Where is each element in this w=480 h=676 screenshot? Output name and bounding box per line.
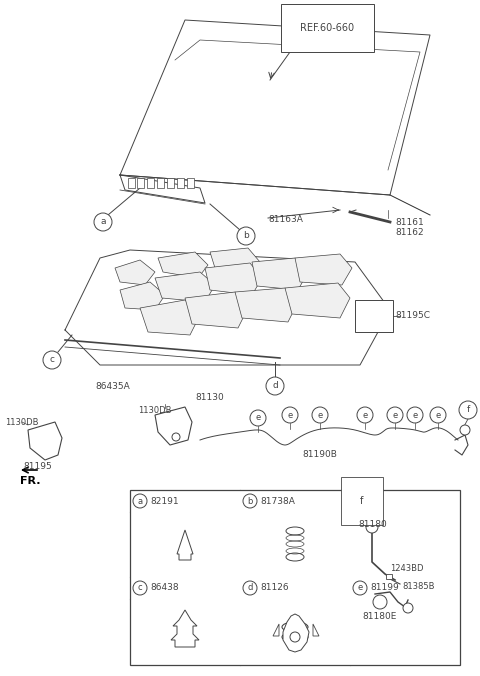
Text: c: c [138, 583, 142, 592]
Text: a: a [100, 218, 106, 226]
Bar [187, 178, 194, 188]
Text: 1130DB: 1130DB [5, 418, 38, 427]
Circle shape [366, 521, 378, 533]
Bar [355, 300, 393, 332]
Text: c: c [49, 356, 55, 364]
Circle shape [357, 407, 373, 423]
Text: e: e [392, 410, 397, 420]
Text: b: b [243, 231, 249, 241]
Circle shape [94, 213, 112, 231]
Circle shape [133, 494, 147, 508]
Circle shape [407, 407, 423, 423]
Text: 81195C: 81195C [395, 312, 430, 320]
Polygon shape [171, 610, 199, 647]
Bar [167, 178, 174, 188]
Polygon shape [210, 248, 260, 275]
Text: 82191: 82191 [150, 496, 179, 506]
Polygon shape [28, 422, 62, 460]
Polygon shape [252, 258, 308, 290]
Bar [157, 178, 164, 188]
Polygon shape [177, 530, 193, 560]
Bar [130, 490, 460, 665]
Polygon shape [283, 614, 309, 652]
Polygon shape [295, 254, 352, 285]
Text: 81163A: 81163A [268, 216, 303, 224]
Circle shape [403, 603, 413, 613]
Bar [137, 178, 144, 188]
Text: a: a [137, 496, 143, 506]
Ellipse shape [282, 632, 308, 642]
Polygon shape [313, 624, 319, 636]
Text: d: d [247, 583, 252, 592]
Polygon shape [155, 407, 192, 445]
Text: e: e [412, 410, 418, 420]
Text: REF.60-660: REF.60-660 [300, 23, 354, 33]
Ellipse shape [286, 553, 304, 561]
Text: 81162: 81162 [395, 228, 424, 237]
Circle shape [290, 632, 300, 642]
Text: 81161: 81161 [395, 218, 424, 227]
Polygon shape [205, 263, 262, 295]
Text: 81385B: 81385B [402, 582, 434, 591]
Text: 81180: 81180 [358, 520, 387, 529]
Polygon shape [235, 288, 298, 322]
Bar [386, 574, 392, 579]
Circle shape [430, 407, 446, 423]
Circle shape [373, 595, 387, 609]
Text: 1130DB: 1130DB [138, 406, 171, 415]
Ellipse shape [286, 527, 304, 535]
Text: 86438: 86438 [150, 583, 179, 592]
Text: e: e [362, 410, 368, 420]
Text: f: f [467, 406, 469, 414]
Text: d: d [272, 381, 278, 391]
Polygon shape [155, 272, 215, 302]
Circle shape [43, 351, 61, 369]
Text: 81180E: 81180E [363, 612, 397, 621]
Polygon shape [65, 250, 390, 365]
Circle shape [172, 433, 180, 441]
Polygon shape [115, 260, 155, 285]
Polygon shape [285, 283, 350, 318]
Circle shape [243, 581, 257, 595]
Text: e: e [317, 410, 323, 420]
Circle shape [460, 425, 470, 435]
Circle shape [282, 407, 298, 423]
Circle shape [237, 227, 255, 245]
Bar [147, 178, 154, 188]
Polygon shape [158, 252, 208, 278]
Bar [177, 178, 184, 188]
Polygon shape [140, 300, 200, 335]
Text: 81195: 81195 [24, 462, 52, 471]
Text: 81738A: 81738A [260, 496, 295, 506]
Ellipse shape [282, 622, 308, 632]
Circle shape [387, 407, 403, 423]
Text: e: e [435, 410, 441, 420]
Polygon shape [120, 282, 165, 310]
Polygon shape [185, 292, 248, 328]
Text: 81190B: 81190B [302, 450, 337, 459]
Text: e: e [255, 414, 261, 422]
Circle shape [353, 581, 367, 595]
Circle shape [266, 377, 284, 395]
Circle shape [133, 581, 147, 595]
Text: 1243BD: 1243BD [390, 564, 423, 573]
Text: e: e [288, 410, 293, 420]
Text: e: e [358, 583, 362, 592]
Text: b: b [247, 496, 252, 506]
Polygon shape [273, 624, 279, 636]
Text: 81199: 81199 [370, 583, 399, 592]
Circle shape [312, 407, 328, 423]
Circle shape [250, 410, 266, 426]
Circle shape [459, 401, 477, 419]
Text: FR.: FR. [20, 476, 40, 486]
Text: 81130: 81130 [195, 393, 224, 402]
Circle shape [243, 494, 257, 508]
Bar [128, 178, 135, 188]
Text: 86435A: 86435A [95, 382, 130, 391]
Text: f: f [360, 496, 363, 506]
Text: 81126: 81126 [260, 583, 288, 592]
